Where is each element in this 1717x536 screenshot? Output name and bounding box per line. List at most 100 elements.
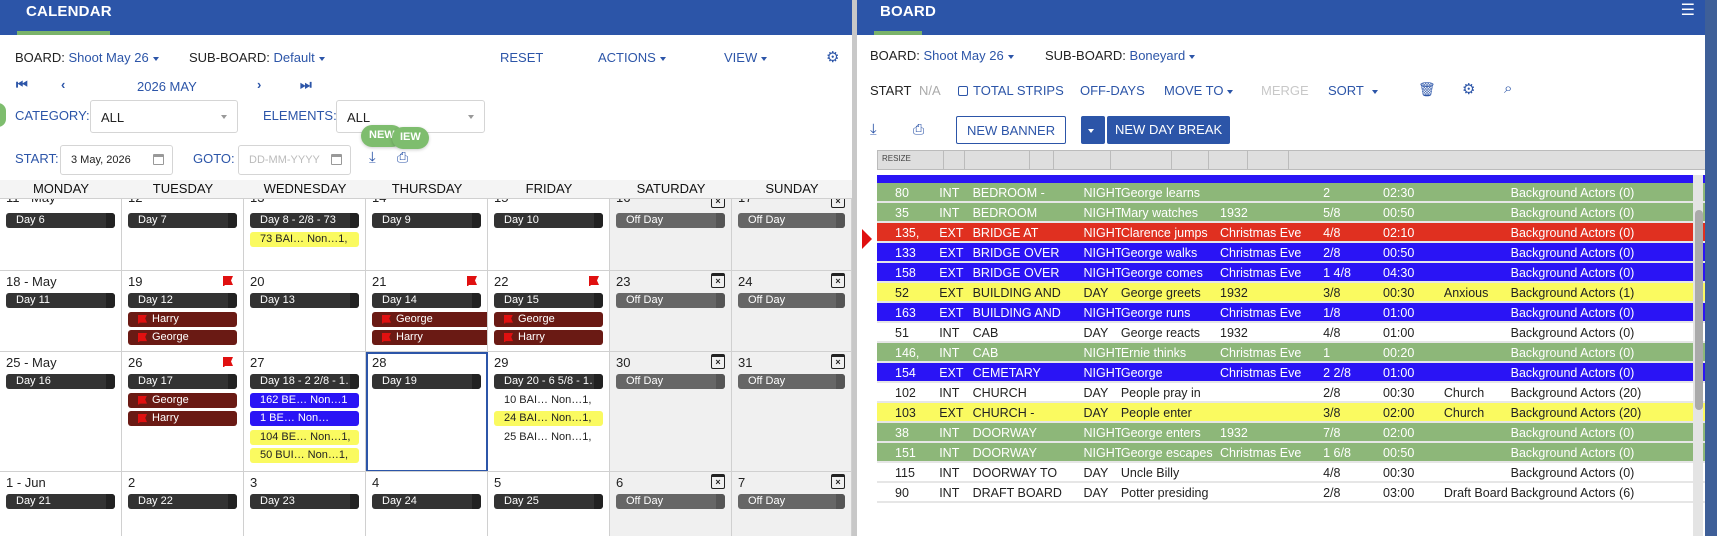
strip-row[interactable]: 151 INT DOORWAY NIGHT George escapes Christma… [877,443,1705,463]
strip-row[interactable]: 135, EXT BRIDGE AT NIGHT Clarence jumps Chris… [877,223,1705,243]
element-flag-bar[interactable]: Harry [128,311,237,327]
calendar-day-cell[interactable]: 21 Day 14 George Harry [366,271,488,352]
new-banner-button[interactable]: NEW BANNER [956,116,1067,144]
shoot-day-bar[interactable]: Day 11 [6,293,115,308]
subboard-value[interactable]: Default [273,50,315,65]
element-flag-bar[interactable]: George [372,311,487,327]
strip-row[interactable]: 51 INT CAB DAY George reacts 1932 4/8 01:00 Back… [877,323,1705,343]
shoot-day-bar[interactable]: Day 8 - 2/8 - 73 [250,213,359,228]
resize-handle[interactable]: RESIZE [878,151,944,169]
strip-row[interactable]: 146, INT CAB NIGHT Ernie thinks Christmas Eve… [877,343,1705,363]
calendar-day-cell[interactable]: 28 Day 19 [366,352,488,472]
start-date-input[interactable]: 3 May, 2026 [60,145,173,175]
strip-row[interactable]: 133 EXT BRIDGE OVER NIGHT George walks Christ… [877,243,1705,263]
calendar-day-cell[interactable]: 24 × Off Day [732,271,852,352]
strip-row[interactable]: 158 EXT BRIDGE OVER NIGHT George comes Christ… [877,263,1705,283]
new-day-break-dropdown[interactable] [1081,116,1105,144]
search-icon[interactable]: ⌕ [1504,80,1513,97]
shoot-day-bar[interactable]: Day 10 [494,213,603,228]
actions-menu[interactable]: ACTIONS [598,50,666,65]
subboard-value[interactable]: Boneyard [1129,48,1186,63]
shoot-day-bar[interactable]: Day 13 [250,293,359,308]
shoot-day-bar[interactable]: Day 15 [494,293,603,308]
view-menu[interactable]: VIEW [724,50,768,65]
download-icon[interactable]: ⤓ [369,149,376,166]
calendar-day-cell[interactable]: 18 - May Day 11 [0,271,122,352]
column-header[interactable] [1111,151,1172,169]
calendar-day-cell[interactable]: 19 Day 12 Harry George [122,271,244,352]
strip-row[interactable]: 103 EXT CHURCH - DAY People enter 3/8 02:00 Chu… [877,403,1705,423]
calendar-day-cell[interactable]: 16 × Off Day [610,199,732,271]
column-header[interactable] [944,151,965,169]
off-day-bar[interactable]: Off Day [616,494,725,509]
calendar-x-icon[interactable]: × [711,354,725,369]
shoot-day-bar[interactable]: Day 18 - 2 2/8 - 1… [250,374,359,389]
column-header[interactable] [1030,151,1054,169]
shoot-day-bar[interactable]: Day 12 [128,293,237,308]
shoot-day-bar[interactable]: Day 14 [372,293,481,308]
print-icon[interactable]: ⎙ [397,149,409,165]
calendar-board-selector[interactable]: BOARD: Shoot May 26 [15,50,159,65]
off-days-button[interactable]: OFF-DAYS [1080,83,1145,98]
checkbox-icon[interactable] [958,86,968,96]
board-value[interactable]: Shoot May 26 [68,50,149,65]
scene-strip[interactable]: 25 BAI… Non…1, [504,430,592,443]
shoot-day-bar[interactable]: Day 19 [372,374,481,389]
shoot-day-bar[interactable]: Day 21 [6,494,115,509]
calendar-day-cell[interactable]: 2 Day 22 [122,472,244,536]
reset-button[interactable]: RESET [500,50,544,65]
gear-icon[interactable]: ⚙ [826,49,840,66]
calendar-day-cell[interactable]: 6 × Off Day [610,472,732,536]
calendar-day-cell[interactable]: 12 Day 7 [122,199,244,271]
scene-strip[interactable]: 1 BE… Non… [250,411,359,426]
element-flag-bar[interactable]: Harry [372,330,487,345]
element-flag-bar[interactable]: George [128,392,237,408]
shoot-day-bar[interactable]: Day 7 [128,213,237,228]
shoot-day-bar[interactable]: Day 16 [6,374,115,389]
off-day-bar[interactable]: Off Day [738,293,845,308]
calendar-day-cell[interactable]: 14 Day 9 [366,199,488,271]
strip-row[interactable]: 52 EXT BUILDING AND DAY George greets 1932 3/8… [877,283,1705,303]
last-page-icon[interactable]: ⏭ [300,77,312,92]
calendar-day-cell[interactable]: 31 × Off Day [732,352,852,472]
strip-row[interactable]: 80 INT BEDROOM - NIGHT George learns 2 02:30 Ba… [877,183,1705,203]
shoot-day-bar[interactable]: Day 22 [128,494,237,509]
strip-row[interactable]: 115 INT DOORWAY TO DAY Uncle Billy 4/8 00:30 Ba… [877,463,1705,483]
board-board-selector[interactable]: BOARD: Shoot May 26 [870,48,1014,63]
calendar-x-icon[interactable]: × [711,199,725,208]
calendar-x-icon[interactable]: × [831,273,845,288]
calendar-day-cell[interactable]: 11 - May Day 6 [0,199,122,271]
trash-icon[interactable]: 🗑 [1418,81,1436,97]
calendar-day-cell[interactable]: 13 Day 8 - 2/8 - 73 73 BAI… Non…1, [244,199,366,271]
scene-strip[interactable]: 162 BE… Non…1 [250,392,359,408]
calendar-day-cell[interactable]: 1 - Jun Day 21 [0,472,122,536]
flag-icon[interactable] [223,276,233,286]
calendar-x-icon[interactable]: × [831,354,845,369]
board-value[interactable]: Shoot May 26 [923,48,1004,63]
calendar-icon[interactable] [153,154,164,165]
scene-strip[interactable]: 50 BUI… Non…1, [250,448,359,463]
gear-icon[interactable]: ⚙ [1462,81,1476,98]
download-icon[interactable]: ⤓ [870,121,877,138]
panel-splitter[interactable] [852,0,857,536]
strip-row[interactable]: 102 INT CHURCH DAY People pray in 2/8 00:30 Chu… [877,383,1705,403]
calendar-day-cell[interactable]: 23 × Off Day [610,271,732,352]
calendar-x-icon[interactable]: × [831,474,845,489]
column-header[interactable] [1248,151,1289,169]
board-scrollbar-thumb[interactable] [1695,210,1703,410]
move-to-menu[interactable]: MOVE TO [1164,83,1234,98]
element-flag-bar[interactable]: George [494,311,603,327]
scene-strip[interactable]: 73 BAI… Non…1, [250,231,359,247]
off-day-bar[interactable]: Off Day [616,374,725,389]
chevron-left-icon[interactable]: ‹ [61,77,66,92]
calendar-x-icon[interactable]: × [711,273,725,288]
calendar-day-cell[interactable]: 26 Day 17 George Harry [122,352,244,472]
calendar-day-cell[interactable]: 5 Day 25 [488,472,610,536]
shoot-day-bar[interactable]: Day 23 [250,494,359,509]
strip-row[interactable]: 35 INT BEDROOM NIGHT Mary watches 1932 5/8 00:5… [877,203,1705,223]
calendar-day-cell[interactable]: 17 × Off Day [732,199,852,271]
shoot-day-bar[interactable]: Day 25 [494,494,603,509]
shoot-day-bar[interactable]: Day 9 [372,213,481,228]
flag-icon[interactable] [467,276,477,286]
element-flag-bar[interactable]: Harry [494,330,603,345]
